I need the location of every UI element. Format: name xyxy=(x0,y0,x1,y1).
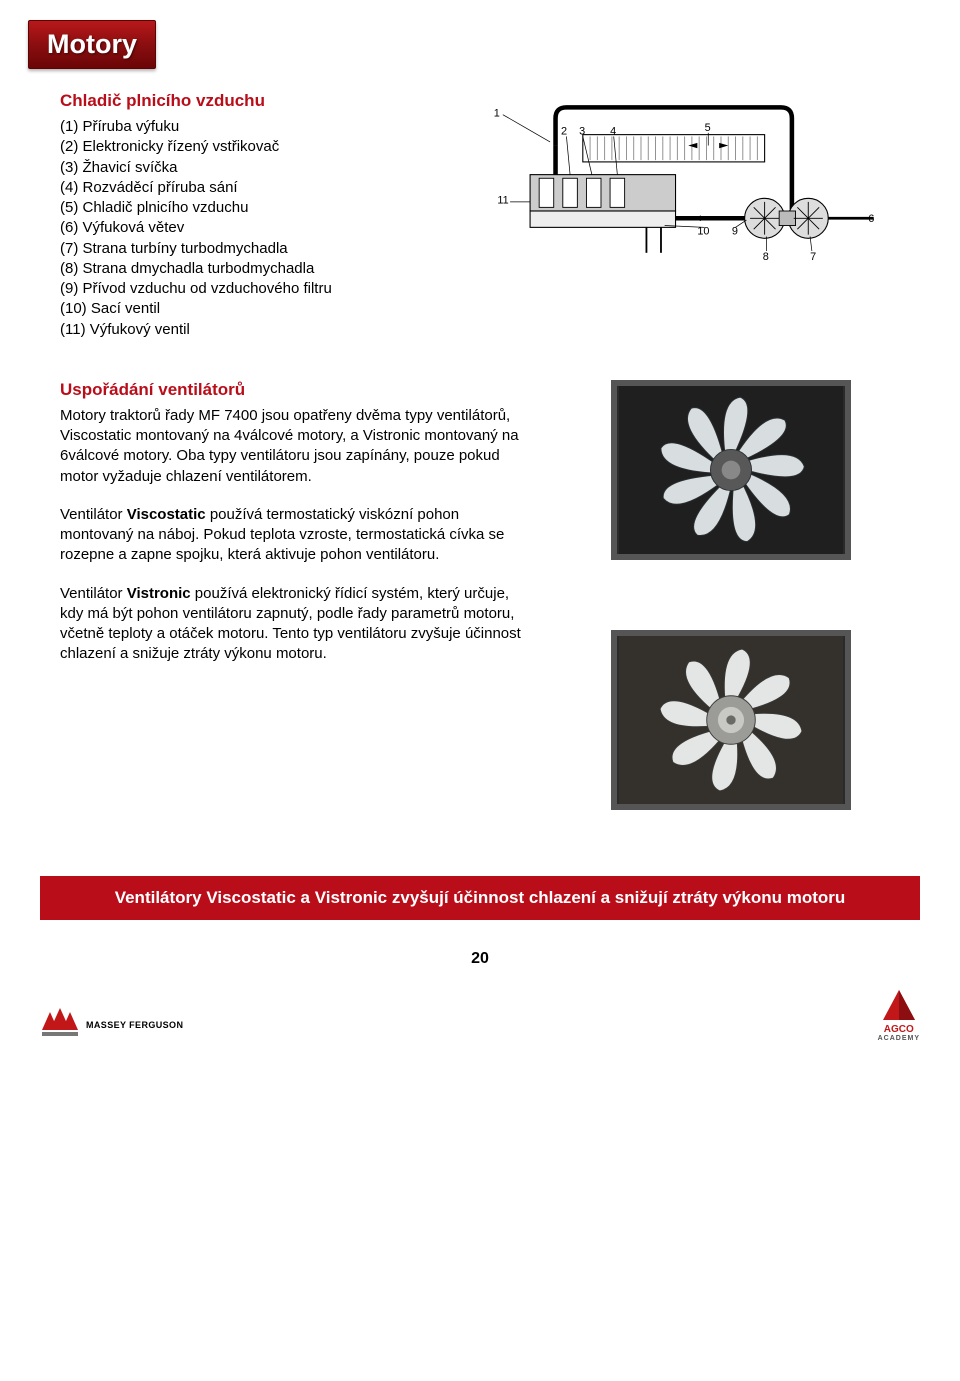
fans-image-col xyxy=(562,380,900,810)
section-title-intercooler: Chladič plnicího vzduchu xyxy=(60,91,446,111)
text: Ventilátor xyxy=(60,585,127,602)
summary-text: Ventilátory Viscostatic a Vistronic zvyš… xyxy=(115,888,846,907)
list-item: (6) Výfuková větev xyxy=(60,218,446,238)
diagram-label: 2 xyxy=(561,126,567,138)
bold-term: Vistronic xyxy=(127,585,191,602)
agco-triangle-icon xyxy=(879,988,919,1024)
diagram-label: 7 xyxy=(810,251,816,263)
list-item: (8) Strana dmychadla turbodmychadla xyxy=(60,259,446,279)
list-item: (10) Sací ventil xyxy=(60,299,446,319)
list-item: (5) Chladič plnicího vzduchu xyxy=(60,198,446,218)
diagram-label: 8 xyxy=(763,251,769,263)
diagram-label: 6 xyxy=(869,213,875,225)
massey-ferguson-logo: MASSEY FERGUSON xyxy=(40,1008,183,1042)
intercooler-list-col: Chladič plnicího vzduchu (1) Příruba výf… xyxy=(60,91,446,340)
page-header: Motory xyxy=(28,20,156,69)
intercooler-svg: 1 2 3 4 5 6 7 8 xyxy=(466,91,900,291)
list-item: (11) Výfukový ventil xyxy=(60,320,446,340)
list-item: (4) Rozváděcí příruba sání xyxy=(60,178,446,198)
triple-triangle-icon xyxy=(40,1008,80,1042)
list-item: (1) Příruba výfuku xyxy=(60,117,446,137)
brand-left-text: MASSEY FERGUSON xyxy=(86,1020,183,1030)
row-intercooler: Chladič plnicího vzduchu (1) Příruba výf… xyxy=(60,91,900,340)
intercooler-diagram: 1 2 3 4 5 6 7 8 xyxy=(466,91,900,291)
footer: MASSEY FERGUSON AGCO ACADEMY xyxy=(0,978,960,1062)
fan-icon xyxy=(617,386,845,554)
brand-right-bottom: ACADEMY xyxy=(878,1035,920,1042)
fans-paragraph-1: Motory traktorů řady MF 7400 jsou opatře… xyxy=(60,406,522,487)
fan-icon xyxy=(617,636,845,804)
page-title: Motory xyxy=(47,29,137,60)
list-item: (9) Přívod vzduchu od vzduchového filtru xyxy=(60,279,446,299)
diagram-label: 5 xyxy=(705,122,711,134)
fan-photo-viscostatic xyxy=(611,380,851,560)
diagram-label: 1 xyxy=(494,107,500,119)
intercooler-diagram-col: 1 2 3 4 5 6 7 8 xyxy=(466,91,900,340)
summary-callout: Ventilátory Viscostatic a Vistronic zvyš… xyxy=(40,876,920,920)
list-item: (2) Elektronicky řízený vstřikovač xyxy=(60,137,446,157)
fans-paragraph-2: Ventilátor Viscostatic používá termostat… xyxy=(60,505,522,566)
list-item: (7) Strana turbíny turbodmychadla xyxy=(60,239,446,259)
content-area: Chladič plnicího vzduchu (1) Příruba výf… xyxy=(0,81,960,846)
diagram-label: 9 xyxy=(732,226,738,238)
section-title-fans: Uspořádání ventilátorů xyxy=(60,380,522,400)
row-fans-1: Uspořádání ventilátorů Motory traktorů ř… xyxy=(60,380,900,810)
fans-paragraph-3: Ventilátor Vistronic používá elektronick… xyxy=(60,584,522,665)
page-number: 20 xyxy=(0,950,960,968)
diagram-label: 4 xyxy=(610,126,616,138)
agco-academy-logo: AGCO ACADEMY xyxy=(878,988,920,1042)
fans-text-col: Uspořádání ventilátorů Motory traktorů ř… xyxy=(60,380,522,810)
bold-term: Viscostatic xyxy=(127,506,206,523)
brand-right-top: AGCO xyxy=(884,1024,914,1035)
list-item: (3) Žhavicí svíčka xyxy=(60,158,446,178)
diagram-label: 11 xyxy=(498,195,509,207)
diagram-label: 3 xyxy=(580,126,586,138)
text: Ventilátor xyxy=(60,506,127,523)
fan-photo-vistronic xyxy=(611,630,851,810)
